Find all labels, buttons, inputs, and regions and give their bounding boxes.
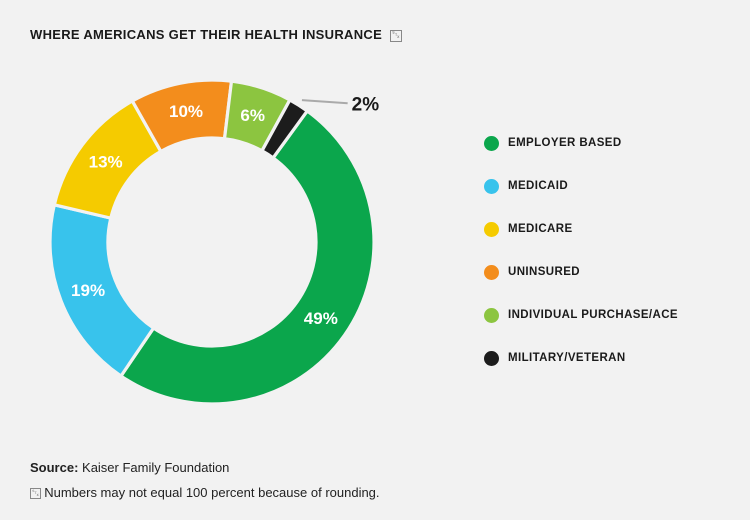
source-label: Source: [30, 460, 79, 475]
legend-swatch-military-veteran [484, 351, 499, 366]
legend-label-uninsured: UNINSURED [508, 266, 580, 278]
legend-swatch-medicare [484, 222, 499, 237]
legend-item-military-veteran: MILITARY/VETERAN [484, 348, 678, 391]
legend-item-employer-based: EMPLOYER BASED [484, 133, 678, 176]
legend-item-individual-purchase: INDIVIDUAL PURCHASE/ACE [484, 305, 678, 348]
footnote-text: Numbers may not equal 100 percent becaus… [44, 485, 380, 500]
legend-item-medicaid: MEDICAID [484, 176, 678, 219]
legend-swatch-employer-based [484, 136, 499, 151]
chart-title: WHERE AMERICANS GET THEIR HEALTH INSURAN… [30, 27, 403, 42]
legend-item-medicare: MEDICARE [484, 219, 678, 262]
footnote: ␂ Numbers may not equal 100 percent becau… [30, 485, 380, 500]
chart-legend: EMPLOYER BASED MEDICAID MEDICARE UNINSURED I… [484, 133, 678, 391]
legend-swatch-individual-purchase [484, 308, 499, 323]
slice-employer-based [118, 108, 376, 406]
legend-label-individual-purchase: INDIVIDUAL PURCHASE/ACE [508, 309, 679, 321]
leader-line-military-veteran [301, 99, 348, 105]
legend-label-medicaid: MEDICAID [508, 180, 569, 192]
slice-military-veteran [259, 97, 310, 161]
data-label-employer-based: 49% [304, 309, 338, 328]
legend-item-uninsured: UNINSURED [484, 262, 678, 305]
legend-label-medicare: MEDICARE [508, 223, 573, 235]
legend-label-employer-based: EMPLOYER BASED [508, 137, 622, 149]
legend-swatch-uninsured [484, 265, 499, 280]
data-label-uninsured: 10% [169, 102, 203, 121]
source-text: Kaiser Family Foundation [78, 460, 230, 475]
chart-title-text: WHERE AMERICANS GET THEIR HEALTH INSURAN… [30, 27, 383, 42]
data-label-medicare: 13% [89, 153, 123, 172]
footnote-marker-icon: ␂ [30, 488, 42, 499]
data-label-individual-purchase: 6% [240, 106, 265, 125]
legend-label-military-veteran: MILITARY/VETERAN [508, 352, 626, 364]
source-line: Source: Kaiser Family Foundation [30, 460, 229, 475]
legend-swatch-medicaid [484, 179, 499, 194]
data-label-military-veteran: 2% [352, 94, 380, 115]
data-label-medicaid: 19% [71, 281, 105, 300]
footnote-marker: ␂ [390, 30, 403, 42]
